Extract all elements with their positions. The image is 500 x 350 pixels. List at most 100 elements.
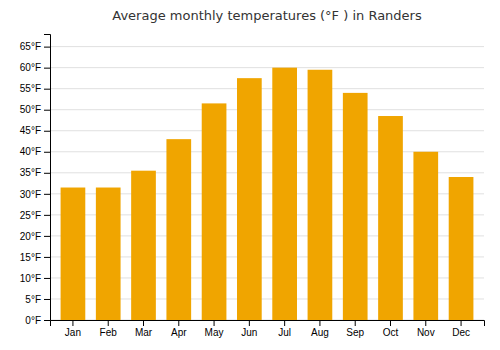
x-tick-label: Aug: [311, 327, 329, 338]
y-axis-line: [44, 35, 51, 321]
bar: [413, 152, 438, 320]
bar: [96, 188, 121, 320]
y-tick-label: 30°F: [20, 189, 41, 200]
x-tick: Sep: [346, 320, 364, 338]
y-tick: 25°F: [20, 210, 50, 221]
x-tick-mark: [178, 320, 179, 326]
bar: [378, 116, 403, 320]
bar: [272, 68, 297, 320]
y-tick-label: 15°F: [20, 252, 41, 263]
y-tick-label: 5°F: [25, 294, 41, 305]
x-tick: Oct: [383, 320, 399, 338]
x-tick-mark: [143, 320, 144, 326]
chart: 0°F 5°F 10°F 15°F 20°F 25°F 30°F 35°F 40°F 45°F 50…: [0, 0, 500, 350]
y-tick-label: 20°F: [20, 231, 41, 242]
x-axis-line: [51, 321, 485, 327]
y-tick: 15°F: [20, 252, 50, 263]
x-tick-mark: [214, 320, 215, 326]
x-tick-mark: [72, 320, 73, 326]
x-tick: Nov: [417, 320, 435, 338]
grid-line: [50, 130, 484, 131]
x-tick-mark: [425, 320, 426, 326]
x-tick: May: [205, 320, 224, 338]
x-tick: Apr: [171, 320, 187, 338]
x-tick: Jun: [241, 320, 257, 338]
y-tick-mark: [44, 173, 50, 174]
y-axis: 0°F 5°F 10°F 15°F 20°F 25°F 30°F 35°F 40°F 45°F 50…: [20, 35, 51, 326]
bar: [449, 177, 474, 320]
y-tick: 40°F: [20, 146, 50, 157]
y-tick: 30°F: [20, 189, 50, 200]
x-tick-label: Feb: [100, 327, 118, 338]
x-axis: Jan Feb Mar Apr May Jun Jul Aug Sep Oct Nov Dec: [51, 320, 485, 338]
x-tick-mark: [319, 320, 320, 326]
y-tick: 35°F: [20, 167, 50, 178]
y-tick: 5°F: [25, 294, 50, 305]
y-tick-mark: [44, 194, 50, 195]
grid-line: [50, 109, 484, 110]
x-tick-mark: [249, 320, 250, 326]
x-tick-label: Oct: [383, 327, 399, 338]
y-tick-mark: [44, 257, 50, 258]
bar: [131, 171, 156, 320]
x-tick: Aug: [311, 320, 329, 338]
y-tick-label: 0°F: [25, 315, 41, 326]
x-tick: Dec: [452, 320, 470, 338]
title: Average monthly temperatures (°F ) in Ra…: [112, 8, 422, 23]
x-tick-label: May: [205, 327, 224, 338]
x-tick-label: Nov: [417, 327, 435, 338]
y-tick: 20°F: [20, 231, 50, 242]
y-tick-mark: [44, 320, 50, 321]
y-tick-mark: [44, 152, 50, 153]
bar: [308, 70, 333, 320]
y-tick-mark: [44, 47, 50, 48]
y-tick-mark: [44, 215, 50, 216]
x-tick-mark: [390, 320, 391, 326]
y-tick-mark: [44, 131, 50, 132]
x-tick-label: Mar: [135, 327, 153, 338]
y-tick-mark: [44, 299, 50, 300]
x-tick-label: Jun: [241, 327, 257, 338]
y-tick: 45°F: [20, 125, 50, 136]
grid-line: [50, 67, 484, 68]
y-tick: 0°F: [25, 315, 50, 326]
y-tick-label: 45°F: [20, 125, 41, 136]
y-tick: 50°F: [20, 104, 50, 115]
y-tick-label: 65°F: [20, 41, 41, 52]
x-tick-label: Jan: [65, 327, 81, 338]
y-tick-label: 55°F: [20, 83, 41, 94]
y-tick-label: 35°F: [20, 167, 41, 178]
bar: [343, 93, 368, 320]
y-tick-label: 60°F: [20, 62, 41, 73]
x-tick-mark: [108, 320, 109, 326]
y-tick-mark: [44, 110, 50, 111]
x-tick-mark: [284, 320, 285, 326]
bar: [237, 78, 262, 320]
bar: [166, 139, 191, 320]
grid-line: [50, 46, 484, 47]
y-tick-mark: [44, 278, 50, 279]
y-tick: 55°F: [20, 83, 50, 94]
y-tick-mark: [44, 236, 50, 237]
x-tick: Jul: [278, 320, 291, 338]
x-tick-label: Dec: [452, 327, 470, 338]
grid: [50, 47, 484, 320]
y-tick: 60°F: [20, 62, 50, 73]
y-tick-label: 40°F: [20, 146, 41, 157]
x-tick-mark: [461, 320, 462, 326]
x-tick-label: Jul: [278, 327, 291, 338]
y-tick: 65°F: [20, 41, 50, 52]
x-tick-mark: [355, 320, 356, 326]
x-tick: Jan: [65, 320, 81, 338]
x-tick: Feb: [100, 320, 118, 338]
x-tick: Mar: [135, 320, 153, 338]
y-tick: 10°F: [20, 273, 50, 284]
y-tick-label: 50°F: [20, 104, 41, 115]
x-tick-label: Apr: [171, 327, 187, 338]
bar: [202, 103, 227, 320]
bar: [61, 188, 86, 320]
y-tick-mark: [44, 68, 50, 69]
y-tick-label: 25°F: [20, 210, 41, 221]
grid-line: [50, 88, 484, 89]
bars: [61, 68, 474, 320]
